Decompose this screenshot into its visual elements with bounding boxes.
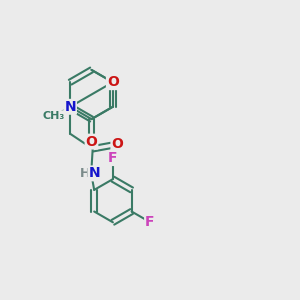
Text: H: H bbox=[80, 167, 90, 180]
Text: O: O bbox=[111, 137, 123, 151]
Text: O: O bbox=[85, 135, 98, 148]
Text: N: N bbox=[64, 100, 76, 114]
Text: F: F bbox=[108, 151, 118, 165]
Text: F: F bbox=[145, 215, 154, 229]
Text: O: O bbox=[107, 75, 119, 89]
Text: N: N bbox=[88, 167, 100, 180]
Text: CH₃: CH₃ bbox=[43, 111, 65, 121]
